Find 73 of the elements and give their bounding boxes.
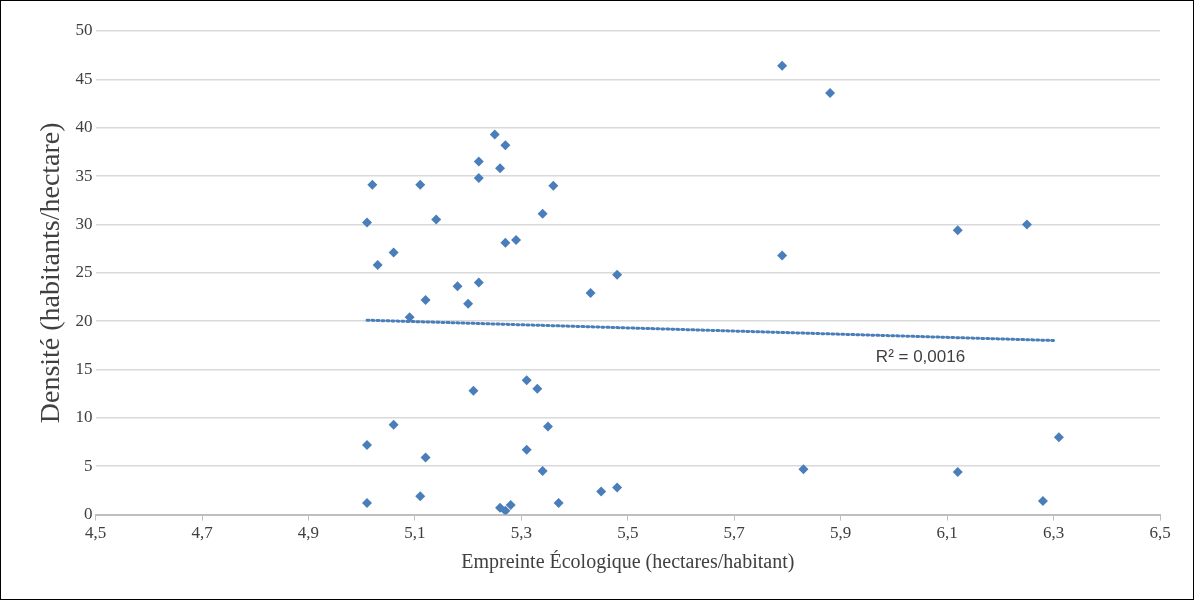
x-tick-label: 6,5	[1149, 523, 1171, 543]
point	[612, 269, 623, 280]
point	[500, 140, 511, 151]
y-tick-label: 0	[84, 504, 93, 524]
x-tick-label: 5,9	[830, 523, 852, 543]
x-tick-label: 5,1	[404, 523, 426, 543]
point	[495, 502, 506, 513]
point	[500, 505, 511, 515]
point	[420, 294, 431, 305]
y-tick-label: 5	[84, 455, 93, 475]
point	[777, 60, 788, 71]
y-tick-label: 30	[75, 213, 93, 233]
point	[500, 237, 511, 248]
y-tick-label: 20	[75, 310, 93, 330]
point	[1037, 496, 1048, 507]
point	[537, 466, 548, 477]
x-tick-label: 4,7	[191, 523, 214, 543]
point	[952, 225, 963, 236]
point	[521, 444, 532, 455]
y-axis-title: Densité (habitants/hectare)	[34, 122, 66, 424]
point	[612, 482, 623, 493]
point	[553, 497, 564, 508]
y-tick-label: 10	[75, 407, 93, 427]
x-tick-label: 4,9	[297, 523, 320, 543]
y-tick-label: 35	[75, 165, 93, 185]
point	[362, 439, 373, 450]
point	[532, 383, 543, 394]
point	[495, 163, 506, 174]
point	[362, 497, 373, 508]
point	[415, 491, 426, 502]
point	[420, 452, 431, 463]
point	[452, 281, 463, 292]
point	[1021, 219, 1032, 230]
y-tick-label: 45	[75, 68, 93, 88]
x-tick-label: 4,5	[84, 523, 107, 543]
point	[388, 247, 399, 258]
point	[798, 464, 809, 475]
point	[463, 298, 474, 309]
point	[777, 250, 788, 261]
y-tick-label: 25	[75, 262, 93, 282]
y-tick-label: 40	[75, 117, 93, 137]
point	[537, 208, 548, 219]
x-tick-label: 6,1	[936, 523, 958, 543]
x-tick-label: 6,3	[1042, 523, 1065, 543]
point	[388, 419, 399, 430]
point	[415, 179, 426, 190]
x-tick-label: 5,3	[510, 523, 532, 543]
point	[825, 87, 836, 98]
point	[952, 467, 963, 478]
y-tick-label: 50	[75, 20, 93, 40]
y-tick-label: 15	[75, 358, 93, 378]
point	[468, 385, 479, 396]
point	[548, 180, 559, 191]
point	[1053, 432, 1064, 443]
x-axis-title: Empreinte Écologique (hectares/habitant)	[461, 550, 795, 574]
point	[511, 234, 522, 245]
point	[505, 499, 516, 510]
point	[362, 217, 373, 228]
annotation: R² = 0,0016	[875, 347, 966, 367]
x-tick-label: 5,7	[723, 523, 746, 543]
point	[473, 156, 484, 167]
point	[372, 260, 383, 271]
point	[367, 179, 378, 190]
point	[585, 288, 596, 299]
point	[473, 277, 484, 288]
point	[473, 173, 484, 184]
point	[404, 312, 415, 323]
point	[542, 421, 553, 432]
point	[489, 129, 500, 140]
point	[596, 486, 607, 497]
point	[431, 214, 442, 225]
point	[521, 375, 532, 386]
x-tick-label: 5,5	[617, 523, 639, 543]
